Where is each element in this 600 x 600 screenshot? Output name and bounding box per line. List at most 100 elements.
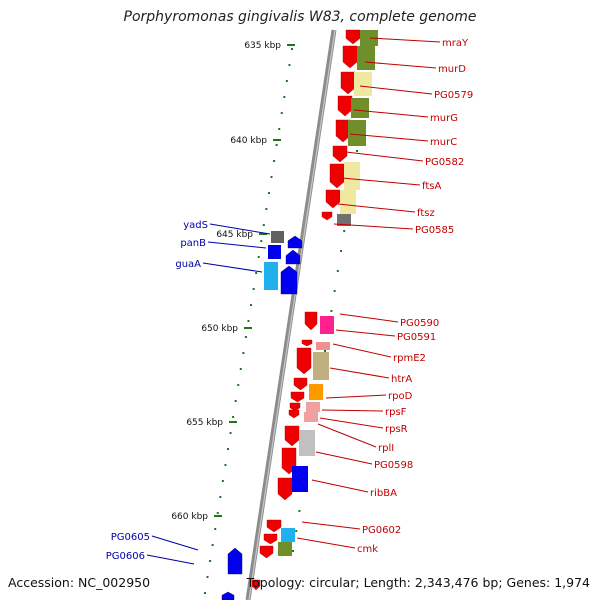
dot: [343, 230, 346, 232]
gene-label: rpsR: [385, 424, 408, 435]
dot: [221, 480, 224, 482]
dot: [227, 448, 229, 450]
gene-leader-line: [296, 537, 356, 549]
dot: [250, 304, 253, 306]
gene-label: PG0590: [400, 318, 439, 329]
dot: [298, 510, 301, 512]
dot: [295, 530, 298, 532]
gene-leader-line: [319, 417, 384, 429]
dot: [330, 310, 333, 312]
gene-label: PG0602: [362, 525, 401, 536]
cds-forward-arrow: [296, 347, 312, 375]
backbone-line: [245, 29, 337, 600]
dot: [242, 352, 245, 354]
gene-leader-line: [315, 451, 373, 465]
gene-label: mraY: [442, 38, 469, 49]
cds-forward-arrow: [337, 95, 353, 117]
gene-category-block: [348, 120, 366, 146]
gene-category-block: [313, 352, 329, 380]
gene-label: PG0579: [434, 90, 473, 101]
gene-label: PG0585: [415, 225, 454, 236]
scale-tick-label: 660 kbp: [171, 512, 208, 522]
dot: [324, 350, 326, 352]
dot: [247, 320, 250, 322]
gene-label: murC: [430, 137, 457, 148]
cds-reverse-arrow: [285, 249, 301, 265]
gene-leader-line: [349, 133, 429, 142]
gene-leader-line: [301, 521, 361, 530]
dot: [270, 176, 273, 178]
gene-leader-line: [341, 177, 421, 186]
backbone-highlight: [248, 29, 336, 600]
cds-forward-arrow: [325, 189, 341, 209]
dot: [275, 144, 278, 146]
cds-forward-arrow: [301, 339, 313, 347]
cds-reverse-arrow: [287, 235, 303, 249]
cds-reverse-arrow: [227, 547, 243, 575]
dot: [244, 336, 247, 338]
gene-category-block: [268, 245, 281, 259]
dot: [273, 160, 276, 162]
gene-category-block: [264, 262, 278, 290]
cds-forward-arrow: [251, 579, 261, 591]
cds-forward-arrow: [342, 45, 358, 69]
dot: [340, 250, 342, 252]
gene-label: ftsA: [422, 181, 441, 192]
dot: [280, 112, 283, 114]
gene-leader-line: [202, 262, 263, 273]
gene-category-block: [340, 190, 356, 214]
cds-forward-arrow: [329, 163, 345, 189]
dotted-guide-left: [203, 48, 293, 594]
cds-forward-arrow: [277, 477, 293, 501]
gene-leader-line: [345, 151, 424, 162]
dot: [267, 192, 270, 194]
gene-leader-line: [325, 394, 387, 399]
gene-leader-line: [321, 409, 384, 412]
dot: [232, 416, 235, 418]
gene-category-block: [354, 72, 372, 96]
cds-forward-arrow: [332, 145, 348, 163]
dot: [237, 384, 240, 386]
dot: [356, 150, 358, 152]
scale-tick-label: 635 kbp: [244, 41, 281, 51]
gene-label: ribBA: [370, 488, 397, 499]
gene-leader-line: [333, 223, 414, 230]
cds-forward-arrow: [304, 311, 318, 331]
dot: [206, 576, 209, 578]
gene-category-block: [316, 342, 330, 350]
cds-reverse-arrow: [221, 591, 235, 600]
gene-category-block: [292, 466, 308, 492]
cds-forward-arrow: [259, 545, 274, 559]
gene-category-block: [306, 402, 320, 412]
map-title: Porphyromonas gingivalis W83, complete g…: [123, 9, 477, 25]
gene-leader-line: [359, 85, 433, 95]
dot: [224, 464, 227, 466]
gene-label: rpsF: [385, 407, 407, 418]
dot: [292, 550, 294, 552]
gene-category-block: [360, 30, 378, 46]
gene-category-block: [344, 162, 360, 190]
gene-leader-line: [369, 37, 441, 43]
gene-leader-line: [317, 423, 377, 448]
cds-forward-arrow: [290, 391, 305, 403]
dot: [265, 208, 268, 210]
gene-category-block: [278, 542, 292, 556]
genome-summary-text: Topology: circular; Length: 2,343,476 bp…: [246, 575, 590, 590]
gene-leader-line: [353, 109, 429, 118]
dot: [283, 96, 286, 98]
dot: [216, 512, 219, 514]
dot: [252, 288, 255, 290]
gene-label: htrA: [391, 374, 412, 385]
dot: [262, 224, 265, 226]
gene-leader-line: [335, 329, 396, 337]
gene-leader-line: [332, 343, 392, 358]
gene-label: murG: [430, 113, 458, 124]
dot: [285, 80, 288, 82]
gene-label: rpmE2: [393, 353, 426, 364]
accession-text: Accession: NC_002950: [8, 575, 151, 590]
dot: [278, 128, 281, 130]
gene-leader-line: [339, 313, 399, 323]
gene-label: cmk: [357, 544, 378, 555]
dot: [255, 272, 258, 274]
